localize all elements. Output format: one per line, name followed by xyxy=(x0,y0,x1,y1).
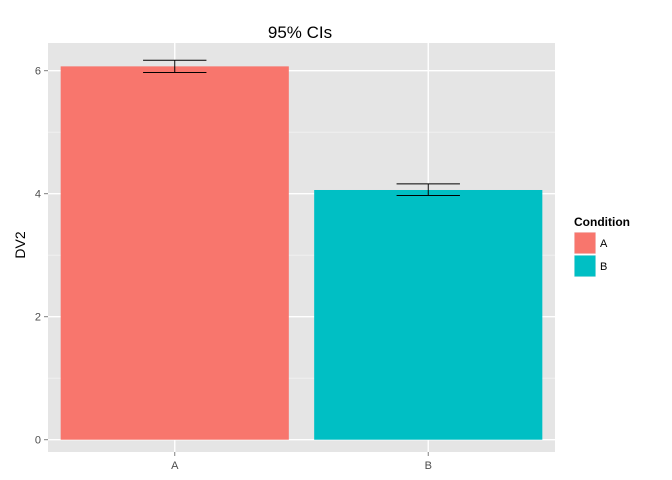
y-tick-label: 0 xyxy=(35,435,41,447)
y-tick-label: 6 xyxy=(35,66,41,78)
y-axis-ticks: 0 2 4 6 xyxy=(35,66,48,447)
x-tick-label: B xyxy=(425,460,432,472)
bars xyxy=(60,66,543,440)
legend-title: Condition xyxy=(574,215,630,229)
chart-title: 95% CIs xyxy=(268,23,332,42)
bar-a xyxy=(60,66,289,440)
legend-item-b: B xyxy=(574,255,607,277)
error-bar-a xyxy=(143,59,207,74)
error-bars xyxy=(143,59,460,197)
legend-label: B xyxy=(600,261,607,273)
legend-label: A xyxy=(600,238,608,250)
legend-swatch xyxy=(574,232,596,254)
y-tick-label: 4 xyxy=(35,189,41,201)
legend-swatch xyxy=(574,255,596,277)
y-axis-title: DV2 xyxy=(12,231,28,258)
legend-item-a: A xyxy=(574,232,608,254)
x-tick-label: A xyxy=(171,460,179,472)
y-tick-label: 2 xyxy=(35,312,41,324)
error-bar-b xyxy=(396,183,460,197)
legend: Condition AB xyxy=(574,215,630,277)
bar-b xyxy=(314,189,543,440)
